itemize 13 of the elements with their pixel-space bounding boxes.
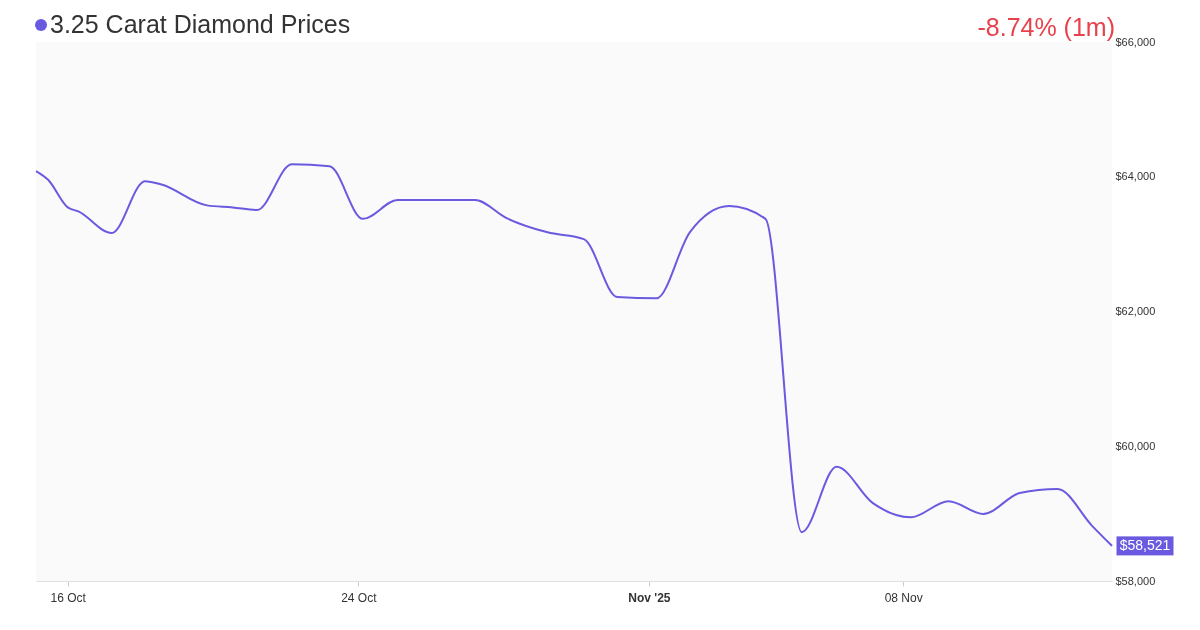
line-series — [35, 163, 1113, 547]
y-tick-label: $58,000 — [1115, 574, 1156, 587]
text: -8.74% (1m) — [977, 13, 1115, 42]
x-tick-label: Nov '25 — [628, 590, 671, 605]
x-tick-label: 08 Nov — [884, 590, 923, 605]
y-tick-label: $60,000 — [1115, 439, 1156, 452]
data-label: $58,521 — [1119, 536, 1171, 553]
x-tick-label: 24 Oct — [341, 590, 378, 605]
chart-title: 3.25 Carat Diamond Prices — [50, 10, 351, 39]
y-tick-label: $64,000 — [1115, 170, 1156, 183]
y-tick-label: $62,000 — [1115, 305, 1156, 317]
x-tick-label: 16 Oct — [50, 590, 87, 605]
y-tick-label: $66,000 — [1115, 35, 1156, 48]
